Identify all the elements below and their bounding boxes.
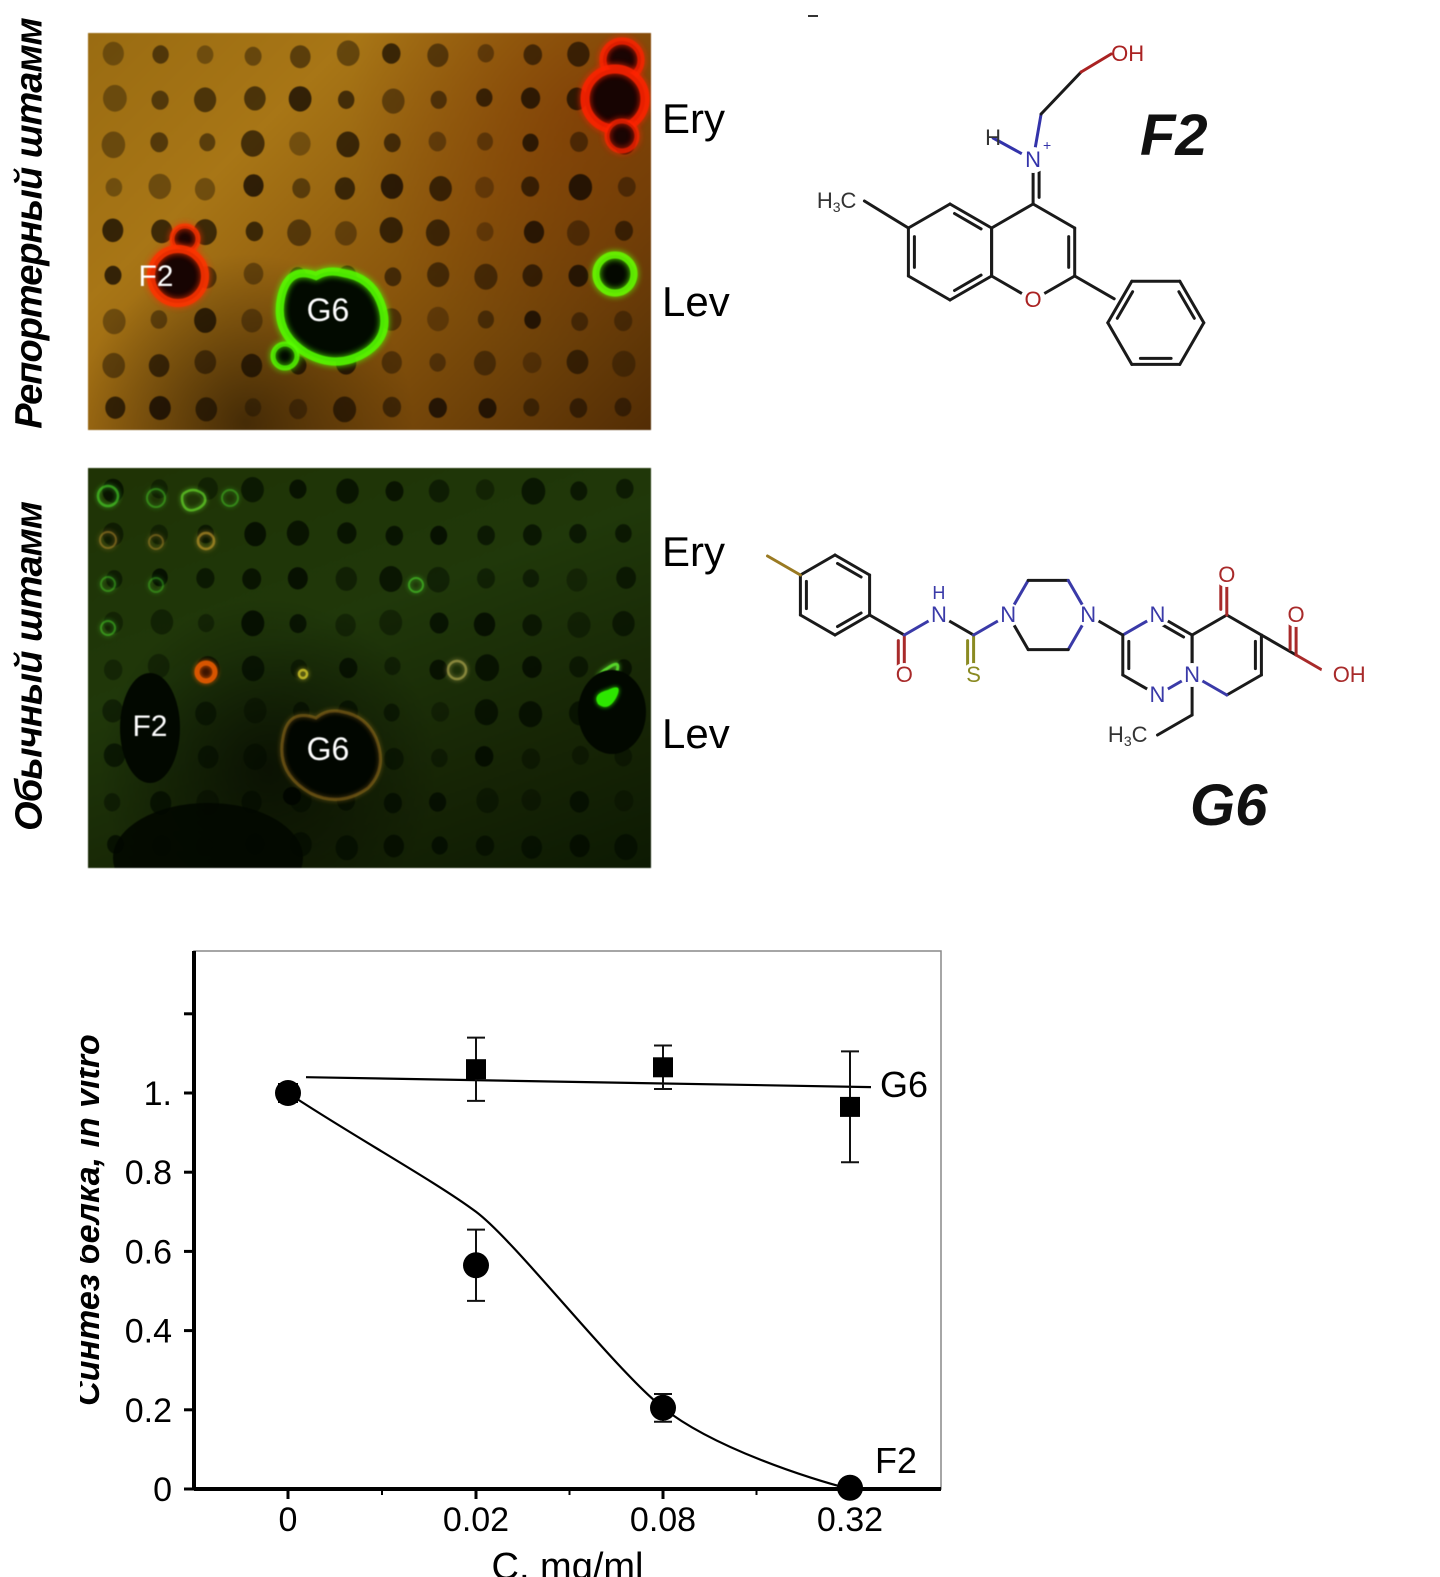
svg-text:0.08: 0.08	[630, 1501, 696, 1539]
svg-text:OH: OH	[1333, 662, 1366, 687]
svg-text:0.8: 0.8	[125, 1154, 172, 1192]
svg-text:F2: F2	[875, 1440, 917, 1481]
svg-text:F2: F2	[132, 710, 167, 743]
svg-text:N: N	[1184, 662, 1200, 687]
svg-text:0.02: 0.02	[443, 1501, 509, 1539]
svg-text:C, mg/ml: C, mg/ml	[492, 1546, 644, 1577]
svg-text:0: 0	[279, 1501, 298, 1539]
svg-text:OH: OH	[1111, 41, 1144, 66]
svg-text:O: O	[1218, 562, 1235, 587]
svg-text:G6: G6	[880, 1064, 928, 1105]
svg-text:N: N	[1150, 602, 1166, 627]
svg-text:G6: G6	[307, 731, 350, 767]
svg-text:0.32: 0.32	[817, 1501, 883, 1539]
svg-text:H: H	[932, 583, 945, 603]
svg-text:0.4: 0.4	[125, 1313, 172, 1351]
svg-text:Синтез белка, in vitro: Синтез белка, in vitro	[80, 1034, 107, 1406]
svg-text:H3C: H3C	[817, 188, 857, 215]
svg-text:N: N	[1025, 147, 1041, 172]
svg-text:0: 0	[153, 1471, 172, 1509]
svg-text:1.: 1.	[144, 1075, 172, 1113]
svg-text:O: O	[896, 662, 913, 687]
svg-text:+: +	[1043, 137, 1051, 153]
svg-text:H3C: H3C	[1108, 722, 1148, 749]
svg-text:N: N	[1080, 602, 1096, 627]
svg-text:N: N	[1000, 602, 1016, 627]
svg-text:S: S	[966, 662, 981, 687]
svg-text:H: H	[985, 125, 1001, 150]
svg-text:G6: G6	[307, 292, 350, 328]
svg-text:O: O	[1025, 287, 1042, 312]
svg-text:F2: F2	[1140, 103, 1208, 168]
svg-text:N: N	[1150, 682, 1166, 707]
svg-text:0.6: 0.6	[125, 1233, 172, 1271]
svg-text:G6: G6	[1190, 773, 1268, 838]
svg-text:O: O	[1288, 602, 1305, 627]
svg-text:0.2: 0.2	[125, 1392, 172, 1430]
svg-text:F2: F2	[138, 260, 173, 293]
svg-text:N: N	[931, 602, 947, 627]
